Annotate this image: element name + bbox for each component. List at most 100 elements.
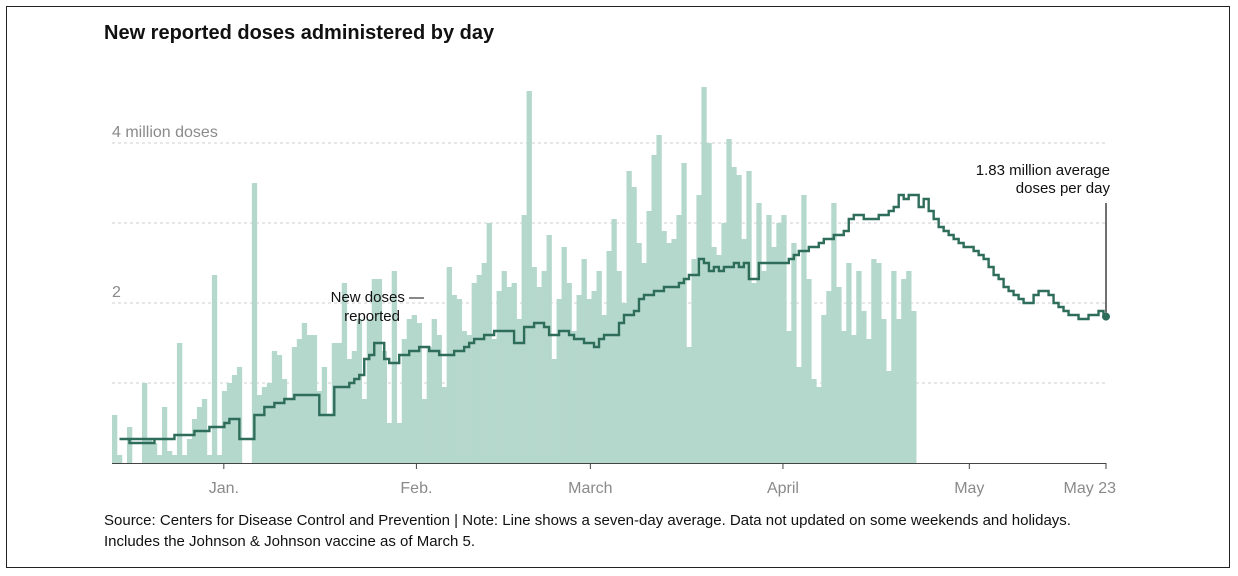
bar bbox=[616, 271, 622, 463]
bar bbox=[676, 215, 682, 463]
bar bbox=[781, 215, 787, 463]
x-tick-label-0: Jan. bbox=[209, 480, 239, 497]
new-doses-annotation-line-0: New doses — bbox=[331, 289, 424, 306]
bar bbox=[841, 331, 847, 463]
bar bbox=[456, 299, 462, 463]
bar bbox=[866, 339, 872, 463]
bar bbox=[661, 231, 667, 463]
bar bbox=[401, 339, 408, 463]
y-axis-labels: 4 million doses 2 bbox=[112, 124, 218, 301]
bar bbox=[626, 171, 632, 463]
bar bbox=[286, 399, 293, 463]
bar bbox=[766, 215, 772, 463]
x-axis-ticks: Jan. Feb. March April May May 23 bbox=[209, 463, 1116, 497]
bar bbox=[706, 143, 712, 463]
bar bbox=[591, 291, 597, 463]
bar bbox=[416, 323, 422, 463]
average-line bbox=[119, 193, 1106, 445]
annotations: New doses — reported 1.83 million averaged… bbox=[331, 162, 1111, 325]
bar bbox=[721, 223, 727, 463]
bar bbox=[291, 347, 298, 463]
bar bbox=[711, 247, 717, 463]
bar bbox=[791, 243, 797, 463]
bar bbox=[811, 379, 817, 463]
bar bbox=[621, 303, 627, 463]
bar bbox=[311, 335, 318, 463]
bar bbox=[436, 335, 442, 463]
bar bbox=[736, 175, 742, 463]
bar bbox=[861, 311, 867, 463]
bar bbox=[606, 251, 612, 463]
bar bbox=[776, 223, 782, 463]
new-doses-annotation-line-1: reported bbox=[344, 308, 400, 325]
bar bbox=[391, 271, 398, 463]
y-tick-label-2: 2 bbox=[112, 284, 121, 301]
bar bbox=[846, 263, 852, 463]
bar bbox=[491, 339, 497, 463]
bar bbox=[381, 351, 388, 463]
bar bbox=[366, 319, 373, 463]
bar bbox=[216, 455, 223, 463]
bar bbox=[301, 323, 308, 463]
bar bbox=[581, 259, 587, 463]
bar bbox=[386, 423, 393, 463]
bar bbox=[176, 343, 183, 463]
bar bbox=[906, 271, 912, 463]
bar bbox=[666, 243, 672, 463]
bar bbox=[156, 455, 163, 463]
bar bbox=[421, 399, 427, 463]
end-point bbox=[1102, 312, 1110, 321]
bar bbox=[266, 383, 273, 463]
bar bbox=[881, 319, 887, 463]
grid-lines bbox=[112, 142, 1106, 384]
bar bbox=[306, 335, 313, 463]
x-tick-label-2: March bbox=[568, 480, 612, 497]
bar bbox=[896, 319, 902, 463]
bar bbox=[171, 455, 178, 463]
bar bbox=[326, 415, 333, 463]
bar bbox=[851, 335, 857, 463]
bar bbox=[796, 367, 802, 463]
bar bbox=[886, 371, 892, 463]
bar bbox=[531, 267, 537, 463]
bar bbox=[636, 243, 642, 463]
bar bbox=[696, 195, 702, 463]
bar bbox=[731, 167, 737, 463]
bar bbox=[261, 387, 268, 463]
bar bbox=[256, 395, 263, 463]
bar bbox=[426, 347, 432, 463]
bar bbox=[771, 247, 777, 463]
average-annotation-line-1: doses per day bbox=[1016, 180, 1111, 197]
bar bbox=[341, 283, 348, 463]
bar bbox=[826, 291, 832, 463]
bar bbox=[641, 263, 647, 463]
bar bbox=[566, 283, 572, 463]
bar bbox=[206, 455, 213, 463]
bar bbox=[656, 135, 662, 463]
bar bbox=[431, 319, 437, 463]
bar bbox=[316, 391, 323, 463]
bar bbox=[356, 319, 363, 463]
bar bbox=[746, 171, 752, 463]
bar bbox=[376, 279, 383, 463]
bar bbox=[611, 219, 617, 463]
bar bbox=[686, 347, 692, 463]
bar bbox=[651, 155, 657, 463]
bar bbox=[141, 383, 148, 463]
bar bbox=[251, 183, 258, 463]
bar bbox=[646, 211, 652, 463]
bar bbox=[166, 451, 173, 463]
bar bbox=[476, 275, 482, 463]
bar bbox=[151, 443, 158, 463]
bar bbox=[691, 259, 697, 463]
bar bbox=[186, 439, 193, 463]
bar bbox=[526, 91, 532, 463]
bar bbox=[346, 359, 353, 463]
bar bbox=[536, 287, 542, 463]
x-tick-label-4: May bbox=[954, 480, 984, 497]
bar bbox=[406, 319, 412, 463]
bar bbox=[701, 87, 707, 463]
bar bbox=[596, 271, 602, 463]
bar bbox=[716, 255, 722, 463]
bar bbox=[466, 335, 472, 463]
